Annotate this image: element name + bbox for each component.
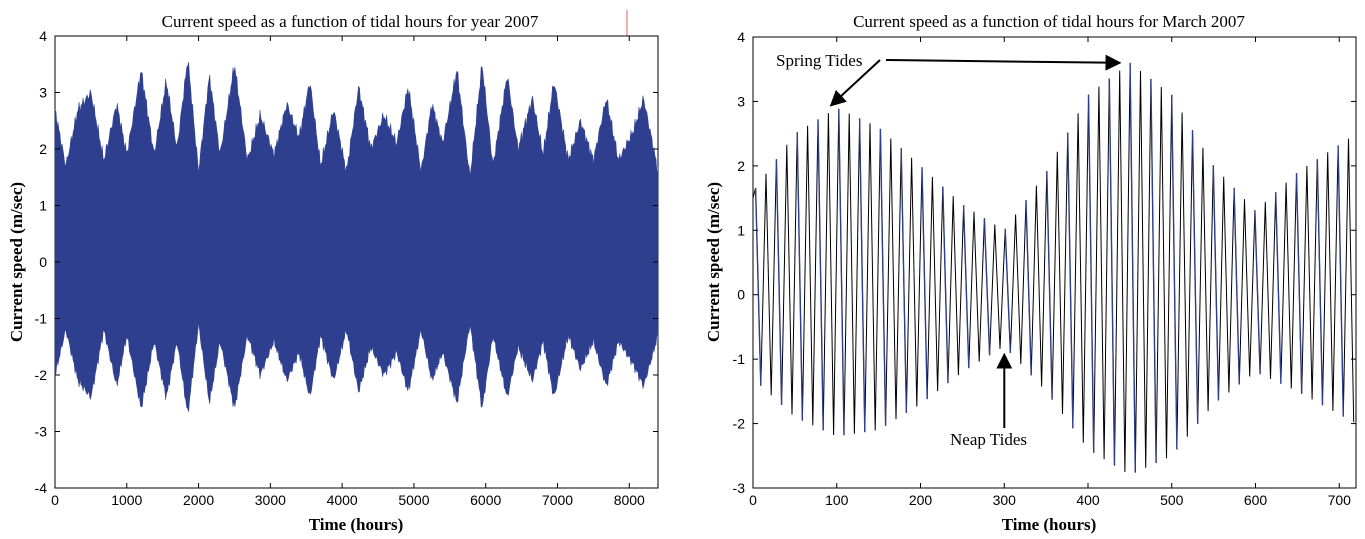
right-series-segment-blue	[879, 128, 887, 426]
right-y-axis-label: Current speed (m/sec)	[704, 182, 723, 342]
right-series-segment-blue	[838, 108, 845, 436]
left-chart-title: Current speed as a function of tidal hou…	[162, 12, 539, 31]
x-tick-label: 500	[1160, 492, 1184, 508]
neap-tides-label: Neap Tides	[950, 430, 1027, 449]
y-tick-label: 0	[39, 254, 47, 270]
left-x-axis: 0 1000 2000 3000 4000 5000 6000 7000 8000	[51, 36, 645, 508]
x-tick-label: 3000	[255, 492, 286, 508]
y-tick-label: -1	[35, 311, 48, 327]
right-series-segment-blue	[1067, 132, 1074, 429]
left-y-axis: -4 -3 -2 -1 0 1 2 3 4	[35, 28, 658, 496]
right-chart: Current speed as a function of tidal hou…	[704, 12, 1357, 534]
right-series-segment-blue	[983, 218, 991, 356]
x-tick-label: 0	[51, 492, 59, 508]
y-tick-label: 0	[737, 287, 745, 303]
x-tick-label: 4000	[327, 492, 358, 508]
right-series-segment-blue	[1337, 145, 1344, 417]
right-series-segment-blue	[1295, 173, 1303, 394]
annotation-arrows	[829, 54, 1122, 428]
left-y-axis-label: Current speed (m/sec)	[7, 182, 26, 342]
right-series-segment-blue	[858, 118, 866, 433]
x-tick-label: 0	[749, 492, 757, 508]
left-chart: Current speed as a function of tidal hou…	[7, 10, 659, 534]
y-tick-label: 3	[737, 93, 745, 109]
neap-tides-label-bg	[946, 428, 1050, 450]
x-tick-label: 200	[909, 492, 933, 508]
y-tick-label: -3	[733, 480, 746, 496]
x-tick-label: 100	[825, 492, 849, 508]
right-series-segment-blue	[796, 132, 804, 421]
right-series-segment-blue	[775, 159, 783, 405]
right-series-segment-blue	[921, 167, 928, 400]
right-series-segment-blue	[1254, 210, 1261, 375]
right-series-segment-blue	[1150, 78, 1157, 464]
right-series-segment-blue	[1046, 170, 1053, 400]
y-tick-label: -2	[733, 416, 746, 432]
x-tick-label: 6000	[470, 492, 501, 508]
y-tick-label: 2	[39, 141, 47, 157]
right-series-segment-blue	[1275, 192, 1282, 384]
x-tick-label: 600	[1244, 492, 1268, 508]
right-series-segment-blue	[962, 205, 970, 369]
spring-tides-label-bg	[773, 49, 885, 71]
right-series	[752, 62, 1355, 473]
right-series-segment-blue	[754, 187, 762, 386]
right-x-axis-label: Time (hours)	[1002, 515, 1097, 534]
y-tick-label: 3	[39, 85, 47, 101]
right-series-segment-blue	[817, 119, 824, 431]
spring-tides-label: Spring Tides	[776, 51, 862, 70]
right-series-segment-blue	[1171, 94, 1178, 450]
x-tick-label: 300	[993, 492, 1017, 508]
x-tick-label: 7000	[542, 492, 573, 508]
y-tick-label: 4	[39, 28, 47, 44]
y-tick-label: 1	[737, 222, 745, 238]
left-x-axis-label: Time (hours)	[309, 515, 404, 534]
y-tick-label: 4	[737, 29, 745, 45]
y-tick-label: -3	[35, 424, 48, 440]
spring-tides-arrow-2	[885, 54, 1122, 71]
right-series-segment-blue	[1108, 78, 1116, 466]
right-series-segment-blue	[1025, 200, 1032, 376]
right-series-segment-blue	[1004, 228, 1012, 353]
right-chart-title: Current speed as a function of tidal hou…	[853, 12, 1245, 31]
y-tick-label: 1	[39, 198, 47, 214]
right-x-axis: 0 100 200 300 400 500 600 700	[749, 37, 1351, 508]
y-tick-label: -4	[35, 480, 48, 496]
y-tick-label: -2	[35, 367, 48, 383]
right-series-segment-blue	[1129, 62, 1136, 473]
x-tick-label: 1000	[111, 492, 142, 508]
right-y-axis: -3 -2 -1 0 1 2 3 4	[733, 29, 1356, 496]
right-series-segment-blue	[1316, 159, 1324, 406]
x-tick-label: 2000	[183, 492, 214, 508]
x-tick-label: 400	[1076, 492, 1100, 508]
right-series-segment-blue	[900, 148, 908, 413]
right-series-segment-blue	[1191, 130, 1199, 424]
x-tick-label: 5000	[398, 492, 429, 508]
y-tick-label: -1	[733, 351, 746, 367]
x-tick-label: 700	[1328, 492, 1352, 508]
right-series-segment-blue	[1087, 94, 1095, 453]
left-series-envelope	[54, 61, 659, 412]
x-tick-label: 8000	[614, 492, 645, 508]
right-series-segment-blue	[942, 186, 949, 384]
right-series-segment-blue	[1212, 165, 1220, 401]
spring-tides-arrow-1	[829, 59, 881, 107]
y-tick-label: 2	[737, 158, 745, 174]
right-series-segment-blue	[1233, 187, 1240, 385]
